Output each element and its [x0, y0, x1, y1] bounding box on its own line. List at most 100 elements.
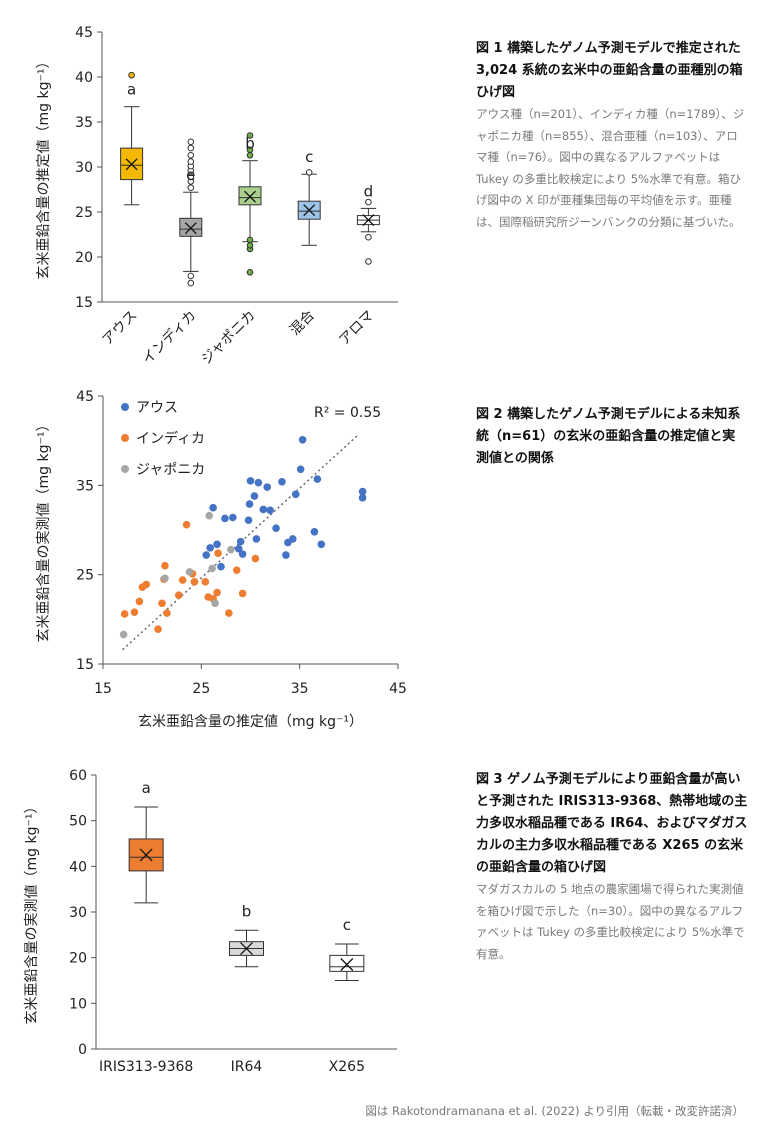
figure-1-caption: 図 1 構築したゲノム予測モデルで推定された 3,024 系統の玄米中の亜鉛含量…: [476, 38, 748, 233]
fig2-data-point: [182, 520, 191, 529]
fig2-y-tick-label: 45: [76, 389, 94, 405]
fig2-legend-marker: [121, 434, 129, 442]
source-credit: 図は Rakotondramanana et al. (2022) より引用（転…: [365, 1104, 744, 1118]
fig2-y-tick-label: 15: [76, 657, 94, 673]
fig1-mean-marker: [184, 222, 197, 235]
fig1-outlier-point: [187, 279, 195, 287]
fig1-significance-letter: c: [305, 148, 313, 166]
fig2-x-tick-label: 35: [291, 681, 309, 697]
fig2-data-point: [298, 435, 307, 444]
fig1-outlier-point: [246, 236, 254, 244]
fig3-y-tick-label: 60: [69, 768, 87, 784]
fig1-y-tick-label: 20: [75, 250, 93, 266]
fig1-significance-letter: a: [127, 81, 136, 99]
fig1-y-axis-label: 玄米亜鉛含量の推定値（mg kg⁻¹）: [35, 55, 52, 280]
fig2-data-point: [282, 551, 290, 559]
fig2-x-tick-label: 25: [192, 681, 210, 697]
fig1-outlier-point: [187, 184, 195, 191]
figure-3-title: 図 3 ゲノム予測モデルにより亜鉛含量が高いと予測された IRIS313-936…: [476, 772, 748, 875]
fig1-category-label: アロマ: [336, 308, 377, 349]
fig2-data-point: [251, 554, 260, 563]
fig2-data-point: [252, 535, 261, 543]
fig2-data-point: [161, 574, 169, 583]
fig2-data-point: [213, 588, 221, 597]
subspecies-boxplot: 15 20 25 30 35 40 45 玄米亜鉛含量の推定値（mg kg⁻¹） a アウス e イン…: [35, 25, 398, 368]
fig2-data-point: [238, 550, 247, 558]
fig1-outlier-point: [187, 152, 195, 159]
fig2-data-point: [178, 576, 187, 584]
fig1-mean-marker: [125, 158, 138, 171]
fig3-y-tick-label: 10: [69, 996, 87, 1012]
fig3-y-tick-label: 50: [69, 814, 87, 830]
fig1-y-tick-label: 40: [75, 70, 93, 86]
figure-2-title: 図 2 構築したゲノム予測モデルによる未知系統（n=61）の玄米の亜鉛含量の推定…: [476, 407, 741, 466]
fig2-data-point: [208, 564, 216, 573]
fig1-outlier-point: [187, 138, 195, 146]
fig3-box: [329, 954, 365, 972]
fig2-data-point: [313, 475, 322, 483]
fig3-category-label: X265: [329, 1059, 365, 1075]
fig2-legend-label: ジャポニカ: [136, 462, 205, 478]
fig2-trendline: [122, 433, 360, 651]
fig2-data-point: [217, 562, 225, 571]
fig1-mean-marker: [244, 190, 256, 203]
fig2-y-tick-label: 25: [76, 568, 94, 584]
fig2-y-tick-label: 35: [76, 478, 94, 494]
figure-3-description: マダガスカルの 5 地点の農家圃場で得られた実測値を箱ひげ図で示した（n=30）…: [476, 882, 745, 961]
fig2-data-point: [185, 568, 194, 576]
fig3-significance-letter: c: [343, 916, 351, 934]
fig2-data-point: [358, 487, 367, 496]
fig1-y-tick-label: 30: [75, 160, 93, 176]
fig3-mean-marker: [240, 942, 253, 955]
fig1-outlier-point: [246, 152, 254, 159]
prediction-scatter-plot: 15 25 35 45 15 25 35 45 玄米亜鉛含量の実測値（mg kg⁻¹） 玄米亜鉛含…: [35, 389, 407, 730]
fig2-data-point: [245, 500, 254, 508]
fig1-outlier-point: [246, 269, 254, 276]
fig2-x-tick-label: 45: [389, 681, 407, 697]
fig2-data-point: [158, 599, 166, 608]
fig3-significance-letter: a: [142, 779, 151, 797]
fig1-outlier-point: [128, 71, 135, 79]
fig2-data-point: [130, 608, 139, 616]
fig2-data-point: [214, 549, 222, 558]
fig1-significance-letter: d: [364, 182, 374, 200]
fig2-legend-label: インディカ: [136, 430, 205, 447]
fig1-category-label: アウス: [99, 308, 140, 349]
fig2-legend-label: アウス: [136, 400, 178, 416]
fig2-data-point: [190, 578, 199, 586]
fig2-data-point: [229, 513, 237, 522]
fig1-outlier-point: [365, 198, 372, 206]
fig2-data-point: [238, 589, 247, 598]
fig3-y-tick-label: 0: [78, 1042, 87, 1058]
fig2-data-point: [272, 524, 280, 533]
fig3-category-label: IRIS313-9368: [99, 1059, 193, 1075]
fig3-y-tick-label: 40: [69, 859, 87, 875]
fig1-category-label: ジャポニカ: [199, 308, 259, 368]
fig1-outlier-point: [246, 242, 254, 249]
fig2-data-point: [120, 610, 129, 618]
fig2-data-point: [154, 625, 162, 633]
fig1-outlier-point: [305, 169, 313, 176]
figure-3-caption: 図 3 ゲノム予測モデルにより亜鉛含量が高いと予測された IRIS313-936…: [476, 769, 748, 965]
fig1-outlier-point: [365, 233, 372, 241]
figure-1-title: 図 1 構築したゲノム予測モデルで推定された 3,024 系統の玄米中の亜鉛含量…: [476, 41, 743, 100]
fig2-data-point: [246, 477, 255, 485]
fig2-data-point: [358, 494, 367, 502]
fig2-data-point: [259, 505, 268, 514]
fig2-x-tick-label: 15: [94, 681, 112, 697]
fig2-data-point: [317, 540, 326, 549]
fig2-data-point: [232, 566, 241, 574]
fig2-data-point: [206, 544, 214, 552]
fig1-mean-marker: [362, 214, 375, 227]
fig2-data-point: [135, 597, 144, 606]
fig2-data-point: [234, 544, 243, 553]
figure-2-caption: 図 2 構築したゲノム予測モデルによる未知系統（n=61）の玄米の亜鉛含量の推定…: [476, 404, 748, 470]
fig2-data-point: [278, 477, 286, 486]
fig3-mean-marker: [340, 958, 354, 971]
fig3-y-axis-label: 玄米亜鉛含量の実測値（mg kg⁻¹）: [23, 800, 40, 1025]
fig2-data-point: [163, 609, 171, 617]
fig2-y-axis-label: 玄米亜鉛含量の実測値（mg kg⁻¹）: [35, 418, 52, 643]
fig1-outlier-point: [187, 144, 195, 152]
fig1-outlier-point: [246, 132, 254, 139]
fig2-data-point: [225, 609, 233, 617]
